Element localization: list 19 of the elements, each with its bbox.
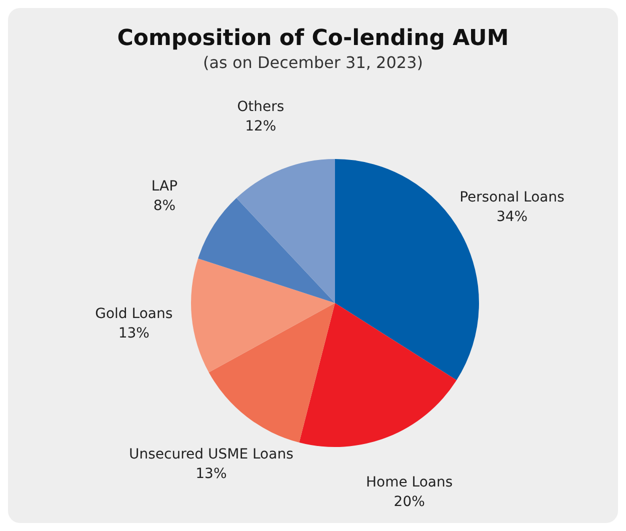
slice-label: Home Loans: [366, 474, 453, 491]
slice-label: LAP: [151, 178, 178, 195]
data-label: 12%: [245, 118, 276, 135]
data-label: 20%: [394, 494, 425, 510]
data-label: 13%: [118, 325, 150, 342]
chart-title: Composition of Co-lending AUM: [116, 26, 510, 51]
slice-label: Personal Loans: [460, 189, 564, 206]
data-label: 34%: [496, 209, 528, 226]
pie-slice: [208, 303, 335, 442]
slice-label: Unsecured USME Loans: [129, 446, 294, 462]
chart-subtitle: (as on December 31, 2023): [202, 53, 424, 72]
slice-label: Others: [237, 98, 284, 115]
data-label: 13%: [196, 466, 227, 482]
slice-label: Gold Loans: [95, 306, 173, 322]
pie-slice: [198, 198, 335, 303]
pie-slice: [236, 159, 335, 303]
data-label: 8%: [153, 198, 176, 214]
pie-slice: [299, 303, 457, 447]
pie-slice: [191, 258, 335, 372]
